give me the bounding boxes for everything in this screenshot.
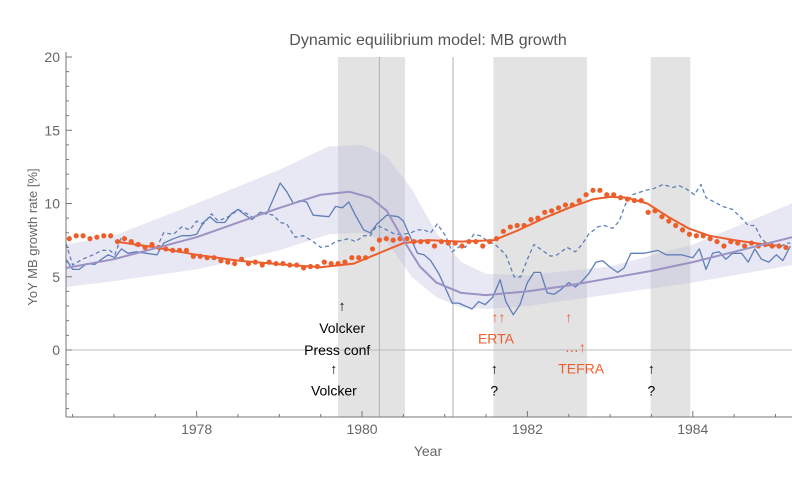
- inflation-data-point: [590, 187, 596, 193]
- inflation-data-point: [576, 197, 582, 204]
- inflation-data-point: [776, 243, 782, 249]
- inflation-data-point: [321, 259, 327, 265]
- mb-growth-alt-line: [65, 183, 791, 278]
- annotation-label: ↑: [565, 309, 572, 325]
- shaded-region: [650, 57, 691, 417]
- inflation-data-point: [459, 243, 465, 249]
- inflation-data-point: [666, 218, 672, 224]
- inflation-data-point: [783, 244, 789, 251]
- mb-model-line: [65, 190, 792, 297]
- inflation-data-point: [721, 243, 727, 249]
- inflation-data-point: [707, 236, 713, 242]
- inflation-data-point: [404, 236, 410, 242]
- y-tick-label: 15: [44, 122, 60, 138]
- inflation-data-point: [376, 237, 382, 243]
- inflation-data-point: [542, 209, 548, 215]
- inflation-data-point: [94, 234, 100, 240]
- annotation-label: ↑: [330, 360, 337, 376]
- y-tick-label: 5: [52, 269, 60, 285]
- annotation-label: ?: [648, 382, 656, 398]
- annotation-label: ↑↑: [491, 309, 505, 325]
- inflation-data-point: [80, 233, 86, 239]
- inflation-data-point: [514, 222, 520, 229]
- inflation-data-point: [390, 237, 396, 243]
- inflation-data-point: [369, 246, 376, 252]
- inflation-data-point: [714, 238, 720, 245]
- inflation-data-point: [686, 231, 693, 237]
- annotation-label: ↑: [648, 360, 655, 376]
- inflation-data-point: [673, 222, 679, 229]
- y-tick-label: 20: [44, 49, 60, 65]
- inflation-data-point: [66, 236, 72, 242]
- inflation-data-point: [645, 209, 651, 215]
- inflation-data-point: [597, 187, 603, 193]
- annotation-label: Volcker: [311, 382, 357, 398]
- inflation-data-point: [121, 236, 128, 242]
- inflation-data-point: [583, 192, 589, 198]
- inflation-data-point: [549, 208, 555, 214]
- shaded-region: [338, 57, 406, 417]
- y-tick-label: 10: [44, 196, 60, 212]
- chart-title: Dynamic equilibrium model: MB growth: [289, 32, 566, 49]
- inflation-data-point: [679, 227, 686, 233]
- y-axis-label: YoY MB growth rate [%]: [25, 168, 40, 305]
- annotation-label: ↑: [491, 360, 498, 376]
- inflation-data-point: [555, 205, 562, 211]
- inflation-data-point: [528, 217, 534, 223]
- x-axis-label: Year: [414, 443, 443, 459]
- inflation-data-point: [328, 260, 334, 267]
- inflation-data-point: [232, 260, 238, 267]
- x-tick-label: 1984: [677, 421, 708, 437]
- inflation-data-point: [659, 214, 665, 220]
- inflation-data-point: [342, 259, 348, 265]
- axes: 0 5 10 15 20 1978 1980 1982 1984: [44, 49, 792, 437]
- vertical-lines: [66, 57, 792, 417]
- inflation-data-point: [431, 243, 438, 249]
- x-tick-label: 1980: [346, 421, 377, 437]
- x-tick-label: 1978: [181, 421, 212, 437]
- inflation-data-point: [87, 236, 93, 242]
- inflation-data-point: [225, 259, 231, 265]
- inflation-data-point: [356, 255, 362, 261]
- inflation-data-point: [108, 233, 114, 239]
- inflation-data-point: [741, 243, 748, 249]
- annotation-label: Volcker: [319, 320, 365, 336]
- inflation-data-point: [183, 247, 190, 253]
- series: [65, 182, 792, 316]
- annotation-label: Press conf: [304, 342, 370, 358]
- inflation-data-point: [73, 233, 79, 239]
- shaded-regions: [338, 57, 691, 417]
- inflation-data-point: [562, 202, 569, 208]
- annotation-label: …↑: [565, 339, 586, 355]
- annotation-label: ERTA: [478, 330, 515, 346]
- inflation-data-point: [693, 233, 699, 239]
- annotation-label: ?: [490, 382, 498, 398]
- inflation-data-point: [480, 243, 486, 249]
- shaded-region: [493, 57, 587, 417]
- annotation-label: ↑: [339, 297, 346, 313]
- mb-growth-line: [65, 182, 791, 316]
- inflation-data-point: [604, 192, 610, 198]
- inflation-data-point: [383, 236, 389, 242]
- inflation-data-point: [507, 224, 513, 230]
- annotation-label: TEFRA: [558, 360, 605, 376]
- inflation-data-point: [500, 228, 507, 234]
- y-tick-label: 0: [52, 342, 60, 358]
- x-tick-label: 1982: [512, 421, 543, 437]
- inflation-model-line: [116, 195, 776, 269]
- inflation-data-point: [349, 255, 355, 261]
- inflation-data-point: [101, 233, 107, 239]
